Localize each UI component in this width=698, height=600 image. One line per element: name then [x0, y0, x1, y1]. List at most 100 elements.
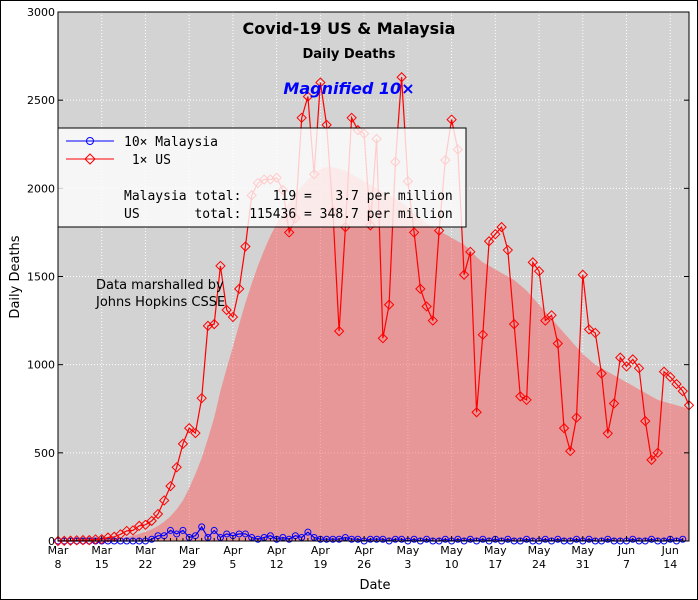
us-point — [546, 310, 557, 321]
grid-lines — [58, 12, 689, 541]
us-point — [677, 385, 688, 397]
x-tick-label-month: May — [440, 544, 463, 557]
us-point — [196, 392, 207, 404]
malaysia-point — [285, 535, 293, 543]
x-tick-label-day: 24 — [532, 558, 546, 571]
x-tick-label-day: 15 — [95, 558, 109, 571]
y-tick-label: 0 — [48, 535, 55, 548]
malaysia-point — [523, 535, 531, 543]
malaysia-point — [585, 535, 593, 543]
us-point — [652, 447, 663, 459]
us-point — [383, 299, 395, 310]
us-point — [127, 525, 139, 536]
us-point — [183, 422, 195, 434]
malaysia-point — [335, 535, 343, 543]
y-tick-label: 3000 — [27, 6, 55, 19]
us-point — [377, 333, 389, 344]
us-point — [483, 236, 495, 247]
us-average-fill — [58, 167, 689, 541]
malaysia-point — [198, 523, 206, 531]
y-tick-label: 2500 — [27, 94, 55, 107]
malaysia-point — [648, 535, 656, 543]
us-point — [540, 315, 551, 326]
malaysia-point — [541, 535, 549, 543]
malaysia-point — [354, 535, 362, 543]
y-axis-label: Daily Deaths — [8, 235, 23, 318]
x-tick-label-month: Apr — [267, 544, 287, 557]
us-point — [415, 283, 426, 295]
axis-ticks: 050010001500200025003000Mar8Mar15Mar22Ma… — [27, 6, 690, 571]
us-point — [558, 422, 570, 434]
source-note-line2: Johns Hopkins CSSE — [95, 295, 225, 310]
x-tick-label-month: Jun — [617, 544, 635, 557]
us-point — [346, 112, 357, 124]
us-point — [608, 398, 620, 409]
us-point — [146, 515, 157, 527]
us-point — [458, 269, 470, 280]
us-point — [165, 480, 176, 492]
x-tick-label-day: 26 — [357, 558, 371, 571]
legend-malaysia-marker — [86, 137, 94, 145]
us-point — [221, 304, 232, 316]
magnified-annotation: Magnified 10× — [283, 79, 414, 98]
malaysia-point — [479, 535, 487, 543]
x-tick-label-month: Apr — [355, 544, 375, 557]
us-point — [202, 320, 214, 332]
legend: 10× Malaysia 1× US Malaysia total: 119 =… — [57, 127, 467, 228]
legend-malaysia-label: 10× Malaysia — [124, 135, 218, 150]
x-tick-label-day: 31 — [576, 558, 590, 571]
x-tick-label-month: May — [571, 544, 594, 557]
malaysia-point — [398, 535, 406, 543]
x-tick-label-day: 19 — [313, 558, 327, 571]
us-point — [496, 221, 507, 233]
y-tick-label: 1500 — [27, 271, 55, 284]
y-tick-label: 500 — [34, 447, 55, 460]
us-point — [640, 415, 651, 427]
us-point — [508, 318, 520, 330]
x-tick-label-day: 17 — [488, 558, 502, 571]
malaysia-point — [466, 535, 474, 543]
us-point — [315, 77, 326, 88]
x-tick-label-month: May — [528, 544, 551, 557]
y-tick-label: 2000 — [27, 182, 55, 195]
us-point — [658, 366, 670, 377]
us-point — [665, 371, 676, 383]
us-point — [533, 266, 545, 277]
malaysia-point — [629, 535, 637, 543]
malaysia-point — [210, 526, 218, 534]
x-tick-label-month: Mar — [48, 544, 69, 557]
us-point — [671, 378, 682, 390]
x-tick-label-month: Apr — [223, 544, 243, 557]
malaysia-point — [173, 530, 181, 538]
us-point — [552, 338, 564, 349]
malaysia-point — [254, 535, 262, 543]
us-point — [577, 269, 588, 280]
x-tick-label-day: 14 — [663, 558, 677, 571]
x-tick-label-day: 8 — [55, 558, 62, 571]
chart-title: Covid-19 US & Malaysia — [243, 19, 456, 38]
legend-us-label: 1× US — [124, 153, 171, 168]
us-point — [602, 428, 613, 439]
us-point — [296, 112, 307, 124]
x-tick-label-day: 22 — [138, 558, 152, 571]
us-point — [233, 283, 245, 295]
malaysia-point — [410, 535, 418, 543]
us-point — [502, 244, 514, 256]
x-tick-label-day: 5 — [229, 558, 236, 571]
x-tick-label-month: Mar — [135, 544, 156, 557]
us-point — [283, 227, 295, 238]
x-tick-label-month: Jun — [661, 544, 679, 557]
us-point — [465, 246, 476, 258]
us-point — [427, 315, 439, 326]
us-point — [333, 325, 345, 337]
us-point — [433, 225, 445, 236]
x-tick-label-day: 10 — [445, 558, 459, 571]
us-point — [159, 495, 170, 506]
malaysia-point — [554, 535, 562, 543]
legend-us-total: US total: 115436 = 348.7 per million — [124, 207, 453, 222]
x-tick-label-month: Apr — [311, 544, 331, 557]
us-point — [596, 368, 607, 379]
malaysia-point — [423, 535, 431, 543]
chart-subtitle: Daily Deaths — [302, 47, 395, 62]
